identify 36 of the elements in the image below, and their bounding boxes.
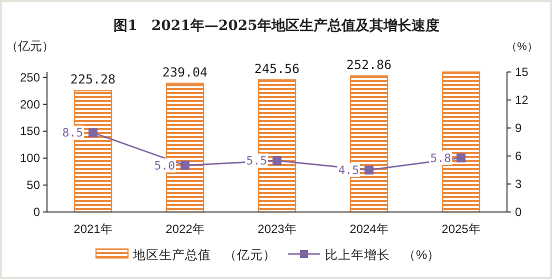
data-label: 4.5 [338,163,359,177]
point [88,128,98,138]
y2-tick-label: 9 [515,121,522,135]
x-tick-label: 2022年 [166,222,204,236]
legend-label: 比上年增长 （%） [325,248,440,262]
data-label: 239.04 [162,64,208,80]
x-tick-label: 2024年 [350,222,388,236]
x-tick-label: 2021年 [74,222,112,236]
y2-axis-title: （%） [506,41,538,53]
y2-tick-label: 0 [515,205,522,219]
data-label: 8.5 [62,126,83,140]
y-axis-title: （亿元） [6,39,54,53]
chart-title: 图1 2021年—2025年地区生产总值及其增长速度 [114,17,440,34]
point [180,160,190,170]
data-label: 225.28 [70,72,116,87]
data-label: 5.0 [154,158,176,172]
data-label: 5.8 [430,150,452,165]
y-tick-label: 200 [20,97,40,112]
x-tick-label: 2025年 [442,222,480,236]
point [456,153,466,162]
data-label: 245.56 [254,60,300,76]
data-label: 5.5 [246,154,267,168]
y-tick-label: 150 [20,124,40,138]
y2-tick-label: 12 [515,93,529,107]
y-tick-label: 50 [26,178,40,192]
y2-tick-label: 3 [515,177,522,191]
point [272,156,282,166]
y-tick-label: 0 [33,205,40,219]
point [364,166,374,174]
x-tick-label: 2023年 [258,222,296,236]
y2-tick-label: 15 [515,65,529,79]
y-tick-label: 250 [20,70,40,84]
y2-tick-label: 6 [515,149,522,163]
legend-label: 地区生产总值 （亿元） [132,248,276,262]
data-label: 252.86 [346,56,392,72]
y-tick-label: 100 [20,151,40,166]
